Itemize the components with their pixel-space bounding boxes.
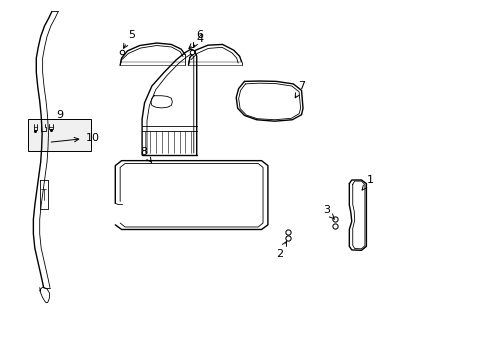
Text: 10: 10 — [51, 133, 99, 143]
Text: 3: 3 — [322, 206, 334, 219]
Text: 8: 8 — [140, 147, 151, 162]
Text: 7: 7 — [295, 81, 305, 98]
Text: 1: 1 — [361, 175, 373, 190]
Text: 4: 4 — [188, 35, 203, 48]
Bar — [27, 119, 91, 151]
Text: 9: 9 — [57, 110, 63, 120]
Text: 5: 5 — [123, 30, 135, 48]
Text: 6: 6 — [193, 30, 203, 48]
Text: 2: 2 — [276, 242, 286, 258]
